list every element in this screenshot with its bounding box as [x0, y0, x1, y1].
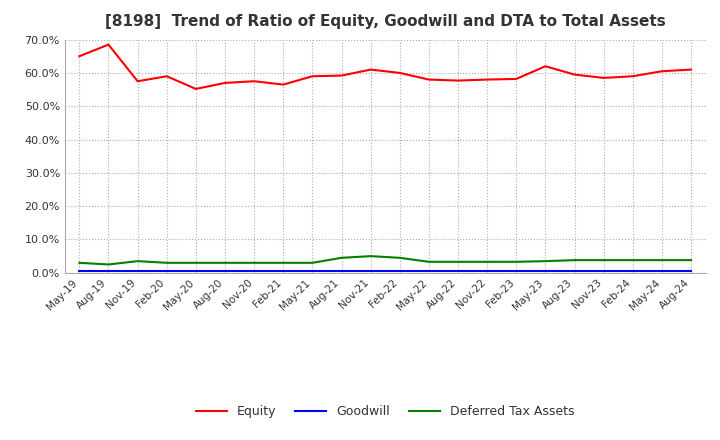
Deferred Tax Assets — [366, 253, 375, 259]
Equity — [657, 69, 666, 74]
Goodwill — [163, 268, 171, 274]
Equity — [337, 73, 346, 78]
Goodwill — [279, 268, 287, 274]
Equity — [454, 78, 462, 83]
Equity — [163, 73, 171, 79]
Deferred Tax Assets — [220, 260, 229, 265]
Equity — [425, 77, 433, 82]
Equity — [279, 82, 287, 87]
Deferred Tax Assets — [687, 257, 696, 263]
Equity — [570, 72, 579, 77]
Title: [8198]  Trend of Ratio of Equity, Goodwill and DTA to Total Assets: [8198] Trend of Ratio of Equity, Goodwil… — [105, 14, 665, 29]
Equity — [133, 79, 142, 84]
Goodwill — [104, 268, 113, 274]
Deferred Tax Assets — [483, 259, 492, 264]
Deferred Tax Assets — [133, 258, 142, 264]
Goodwill — [599, 268, 608, 274]
Equity — [599, 75, 608, 81]
Deferred Tax Assets — [657, 257, 666, 263]
Goodwill — [133, 268, 142, 274]
Goodwill — [541, 268, 550, 274]
Line: Deferred Tax Assets: Deferred Tax Assets — [79, 256, 691, 264]
Deferred Tax Assets — [163, 260, 171, 265]
Deferred Tax Assets — [337, 255, 346, 260]
Goodwill — [220, 268, 229, 274]
Goodwill — [75, 268, 84, 274]
Goodwill — [425, 268, 433, 274]
Goodwill — [629, 268, 637, 274]
Goodwill — [395, 268, 404, 274]
Equity — [541, 64, 550, 69]
Equity — [366, 67, 375, 72]
Deferred Tax Assets — [629, 257, 637, 263]
Equity — [220, 80, 229, 85]
Deferred Tax Assets — [425, 259, 433, 264]
Equity — [687, 67, 696, 72]
Goodwill — [337, 268, 346, 274]
Deferred Tax Assets — [541, 258, 550, 264]
Goodwill — [657, 268, 666, 274]
Equity — [395, 70, 404, 76]
Goodwill — [512, 268, 521, 274]
Deferred Tax Assets — [599, 257, 608, 263]
Deferred Tax Assets — [512, 259, 521, 264]
Deferred Tax Assets — [454, 259, 462, 264]
Equity — [308, 73, 317, 79]
Deferred Tax Assets — [192, 260, 200, 265]
Equity — [483, 77, 492, 82]
Legend: Equity, Goodwill, Deferred Tax Assets: Equity, Goodwill, Deferred Tax Assets — [191, 400, 580, 423]
Equity — [250, 79, 258, 84]
Deferred Tax Assets — [395, 255, 404, 260]
Goodwill — [454, 268, 462, 274]
Equity — [104, 42, 113, 47]
Goodwill — [308, 268, 317, 274]
Equity — [75, 54, 84, 59]
Goodwill — [687, 268, 696, 274]
Line: Equity: Equity — [79, 44, 691, 89]
Goodwill — [483, 268, 492, 274]
Deferred Tax Assets — [75, 260, 84, 265]
Equity — [629, 73, 637, 79]
Deferred Tax Assets — [570, 257, 579, 263]
Deferred Tax Assets — [279, 260, 287, 265]
Equity — [512, 76, 521, 81]
Goodwill — [570, 268, 579, 274]
Deferred Tax Assets — [308, 260, 317, 265]
Goodwill — [250, 268, 258, 274]
Goodwill — [192, 268, 200, 274]
Deferred Tax Assets — [104, 262, 113, 267]
Deferred Tax Assets — [250, 260, 258, 265]
Goodwill — [366, 268, 375, 274]
Equity — [192, 86, 200, 92]
